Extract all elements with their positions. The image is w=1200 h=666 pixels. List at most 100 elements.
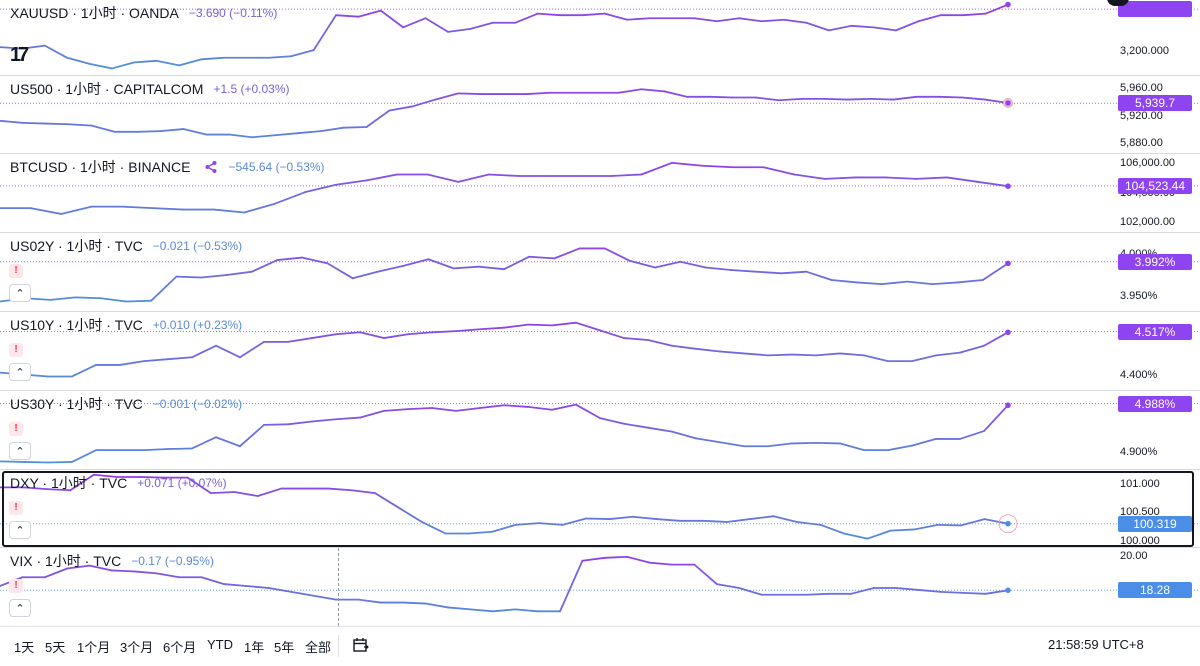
panel-separator[interactable] [0,311,1200,312]
collapse-button[interactable]: ⌃ [9,599,31,617]
bottom-toolbar: 1天 5天 1个月 3个月 6个月 YTD 1年 5年 全部 21:58:59 … [0,626,1200,666]
series-segment [514,12,539,24]
series-segment [760,18,785,23]
series-segment [962,591,987,595]
series-segment [447,606,472,611]
timeframe-all[interactable]: 全部 [305,640,332,655]
legend-btcusd[interactable]: BTCUSD · 1小时 · BINANCE −545.64 (−0.53%) [10,158,325,176]
chart-panel-xauusd[interactable]: 3,200.000 XAUUSD · 1小时 · OANDA −3.690 (−0.… [0,0,1200,76]
chart-panel-dxy[interactable]: 101.000 100.500 100.000 100.319 DXY · 1小时 · … [0,470,1200,548]
chart-panel-us500[interactable]: 5,960.00 5,920.00 5,880.00 5,939.7 US500 · 1… [0,76,1200,154]
series-segment [402,258,430,267]
series-segment [823,97,849,101]
panel-separator[interactable] [0,547,1200,548]
series-segment [402,17,427,29]
chart-panel-us30y[interactable]: 4.900% 4.988% US30Y · 1小时 · TVC −0.001 (−0.… [0,391,1200,470]
series-segment [895,587,920,591]
timeframe-1y[interactable]: 1年 [244,640,265,655]
share-icon[interactable] [204,160,218,174]
series-segment [136,130,162,133]
warning-icon[interactable]: ! [9,501,23,515]
symbol-label[interactable]: DXY · 1小时 · TVC [10,475,128,491]
chart-panel-us02y[interactable]: 4.000%3.950%3.992%US02Y · 1小时 · TVC−0.02… [0,233,1200,312]
change-label: −545.64 (−0.53%) [228,160,325,174]
series-segment [210,491,236,495]
timeframe-5y[interactable]: 5年 [274,640,295,655]
series-segment [434,92,460,101]
timeframe-3m[interactable]: 3个月 [120,640,154,655]
timeframe-ytd[interactable]: YTD [207,637,233,652]
axis-tick-label: 5,960.00 [1120,82,1163,95]
series-segment [850,24,875,29]
series-segment [256,487,283,497]
series-segment [88,62,113,70]
series-segment [374,492,400,509]
legend-us500[interactable]: US500 · 1小时 · CAPITALCOM +1.5 (+0.03%) [10,80,290,98]
collapse-button[interactable]: ⌃ [9,284,31,302]
timeframe-6m[interactable]: 6个月 [163,640,197,655]
series-segment [407,331,433,336]
series-segment [159,128,185,133]
series-segment [139,476,165,479]
series-segment [467,530,494,535]
chart-panel-btcusd[interactable]: 106,000.00104,000.00102,000.00104,523.44… [0,154,1200,233]
legend-us02y[interactable]: US02Y · 1小时 · TVC −0.021 (−0.53%) [10,237,242,255]
timeframe-5d[interactable]: 5天 [45,640,66,655]
collapse-button[interactable]: ⌃ [9,363,31,381]
panel-separator[interactable] [0,390,1200,391]
panel-separator[interactable] [0,469,1200,470]
symbol-label[interactable]: US30Y · 1小时 · TVC [10,396,143,412]
legend-vix[interactable]: VIX · 1小时 · TVC −0.17 (−0.95%) [10,552,214,570]
series-segment [245,585,270,589]
last-price-tag: 18.28 [1118,582,1192,599]
series-segment [311,418,337,423]
legend-xauusd[interactable]: XAUUSD · 1小时 · OANDA −3.690 (−0.11%) [10,4,277,22]
timeframe-1m[interactable]: 1个月 [77,640,111,655]
series-segment [67,123,93,127]
series-segment [426,173,460,183]
collapse-button[interactable]: ⌃ [9,442,31,460]
warning-icon[interactable]: ! [9,264,23,278]
warning-icon[interactable]: ! [9,422,23,436]
panel-separator[interactable] [0,75,1200,76]
legend-dxy[interactable]: DXY · 1小时 · TVC +0.071 (+0.07%) [10,474,227,492]
series-segment [447,27,472,33]
series-segment [671,161,704,167]
legend-us10y[interactable]: US10Y · 1小时 · TVC +0.010 (+0.23%) [10,316,242,334]
symbol-label[interactable]: US10Y · 1小时 · TVC [10,317,143,333]
symbol-label[interactable]: US500 · 1小时 · CAPITALCOM [10,81,204,97]
symbol-label[interactable]: US02Y · 1小时 · TVC [10,238,143,254]
panel-separator[interactable] [0,232,1200,233]
series-segment [791,353,817,357]
warning-icon[interactable]: ! [9,343,23,357]
chart-panel-us10y[interactable]: 4.500%4.400%4.517%US10Y · 1小时 · TVC+0.01… [0,312,1200,391]
series-segment [335,179,368,186]
series-segment [342,126,368,129]
series-segment [830,279,858,284]
chart-svg-us30y [0,402,1200,464]
axis-tick-label: 5,880.00 [1120,137,1163,150]
series-segment [654,260,682,269]
series-segment [983,331,1009,347]
date-range-icon[interactable] [352,636,370,654]
series-segment [931,281,959,286]
panel-separator[interactable] [0,153,1200,154]
series-segment [960,518,986,527]
collapse-button[interactable]: ⌃ [9,521,31,539]
series-segment [66,564,91,570]
change-label: +1.5 (+0.03%) [213,82,290,96]
legend-us30y[interactable]: US30Y · 1小时 · TVC −0.001 (−0.02%) [10,395,242,413]
series-segment [796,521,822,526]
warning-icon[interactable]: ! [9,579,23,593]
series-segment [365,173,398,182]
symbol-label[interactable]: XAUUSD · 1小时 · OANDA [10,5,179,21]
series-segment [111,569,136,573]
timeframe-1d[interactable]: 1天 [14,640,35,655]
series-segment [935,351,961,357]
symbol-label[interactable]: BTCUSD · 1小时 · BINANCE [10,159,191,175]
screenshot-icon[interactable] [1107,0,1129,6]
axis-tick-label: 101.000 [1120,477,1160,490]
symbol-label[interactable]: VIX · 1小时 · TVC [10,553,122,569]
series-segment [719,350,745,355]
